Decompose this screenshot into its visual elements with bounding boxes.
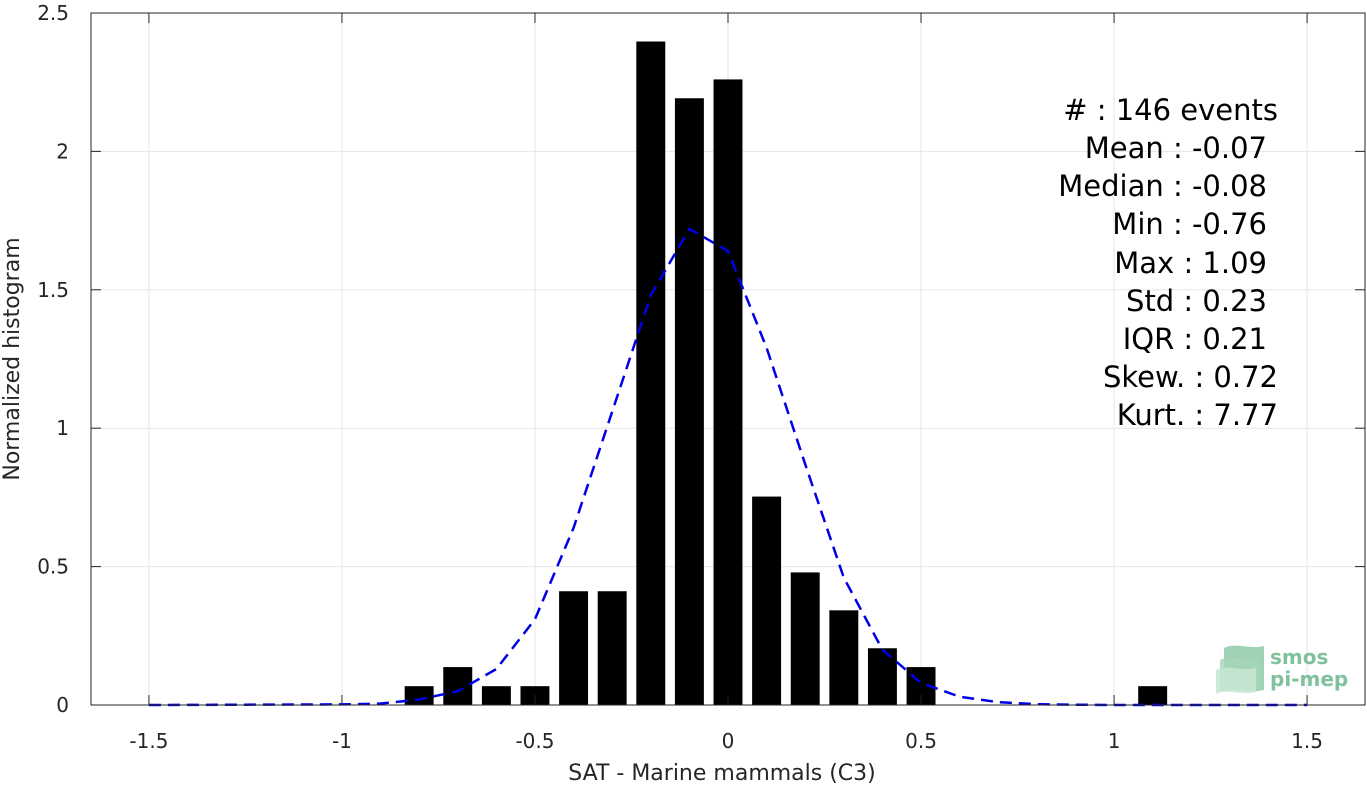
logo-text-smos: smos xyxy=(1270,645,1328,669)
histogram-bar xyxy=(443,667,473,705)
stats-iqr: IQR : 0.21 xyxy=(1123,322,1267,356)
stats-min: Min : -0.76 xyxy=(1112,207,1267,241)
logo-text-pi-mep: pi-mep xyxy=(1270,667,1348,691)
histogram-bars xyxy=(404,41,1168,706)
x-tick-label: 1.5 xyxy=(1291,729,1323,753)
histogram-bar xyxy=(404,686,434,705)
histogram-bar xyxy=(597,591,627,705)
histogram-bar xyxy=(674,98,704,706)
normal-fit-curve xyxy=(148,227,1308,707)
y-tick-label: 0.5 xyxy=(37,555,69,579)
histogram-bar xyxy=(636,41,666,706)
statistics-box: # : 146 events Mean : -0.07 Median : -0.… xyxy=(1058,93,1278,432)
logo-waves-icon xyxy=(1216,645,1264,694)
y-tick-label: 1.5 xyxy=(37,278,69,302)
histogram-bar xyxy=(752,496,782,705)
y-tick-label: 2 xyxy=(56,139,69,163)
histogram-bar xyxy=(713,79,743,705)
y-tick-label: 1 xyxy=(56,416,69,440)
x-tick-label: -1 xyxy=(332,729,352,753)
stats-median: Median : -0.08 xyxy=(1058,169,1267,203)
histogram-bar xyxy=(481,686,511,705)
stats-kurt: Kurt. : 7.77 xyxy=(1117,398,1278,432)
histogram-bar xyxy=(1138,686,1168,705)
stats-std: Std : 0.23 xyxy=(1126,284,1267,318)
x-tick-label: -1.5 xyxy=(129,729,168,753)
y-tick-labels: 0 0.5 1 1.5 2 2.5 xyxy=(37,1,69,717)
y-tick-label: 0 xyxy=(56,693,69,717)
stats-max: Max : 1.09 xyxy=(1114,246,1267,280)
x-axis-label: SAT - Marine mammals (C3) xyxy=(568,761,876,785)
stats-skew: Skew. : 0.72 xyxy=(1103,360,1278,394)
x-tick-label: 0 xyxy=(722,729,735,753)
axis-ticks xyxy=(91,12,1365,706)
histogram-bar xyxy=(829,610,859,705)
y-tick-label: 2.5 xyxy=(37,1,69,25)
smos-pi-mep-logo: smos pi-mep xyxy=(1216,645,1348,694)
x-tick-label: 1 xyxy=(1108,729,1121,753)
x-tick-label: -0.5 xyxy=(515,729,554,753)
stats-mean: Mean : -0.07 xyxy=(1085,131,1267,165)
x-tick-label: 0.5 xyxy=(905,729,937,753)
stats-events: # : 146 events xyxy=(1063,93,1278,127)
y-axis-label: Normalized histogram xyxy=(0,237,25,480)
histogram-bar xyxy=(559,591,589,705)
x-tick-labels: -1.5 -1 -0.5 0 0.5 1 1.5 xyxy=(129,729,1323,753)
histogram-bar xyxy=(790,572,820,705)
histogram-bar xyxy=(867,648,897,705)
